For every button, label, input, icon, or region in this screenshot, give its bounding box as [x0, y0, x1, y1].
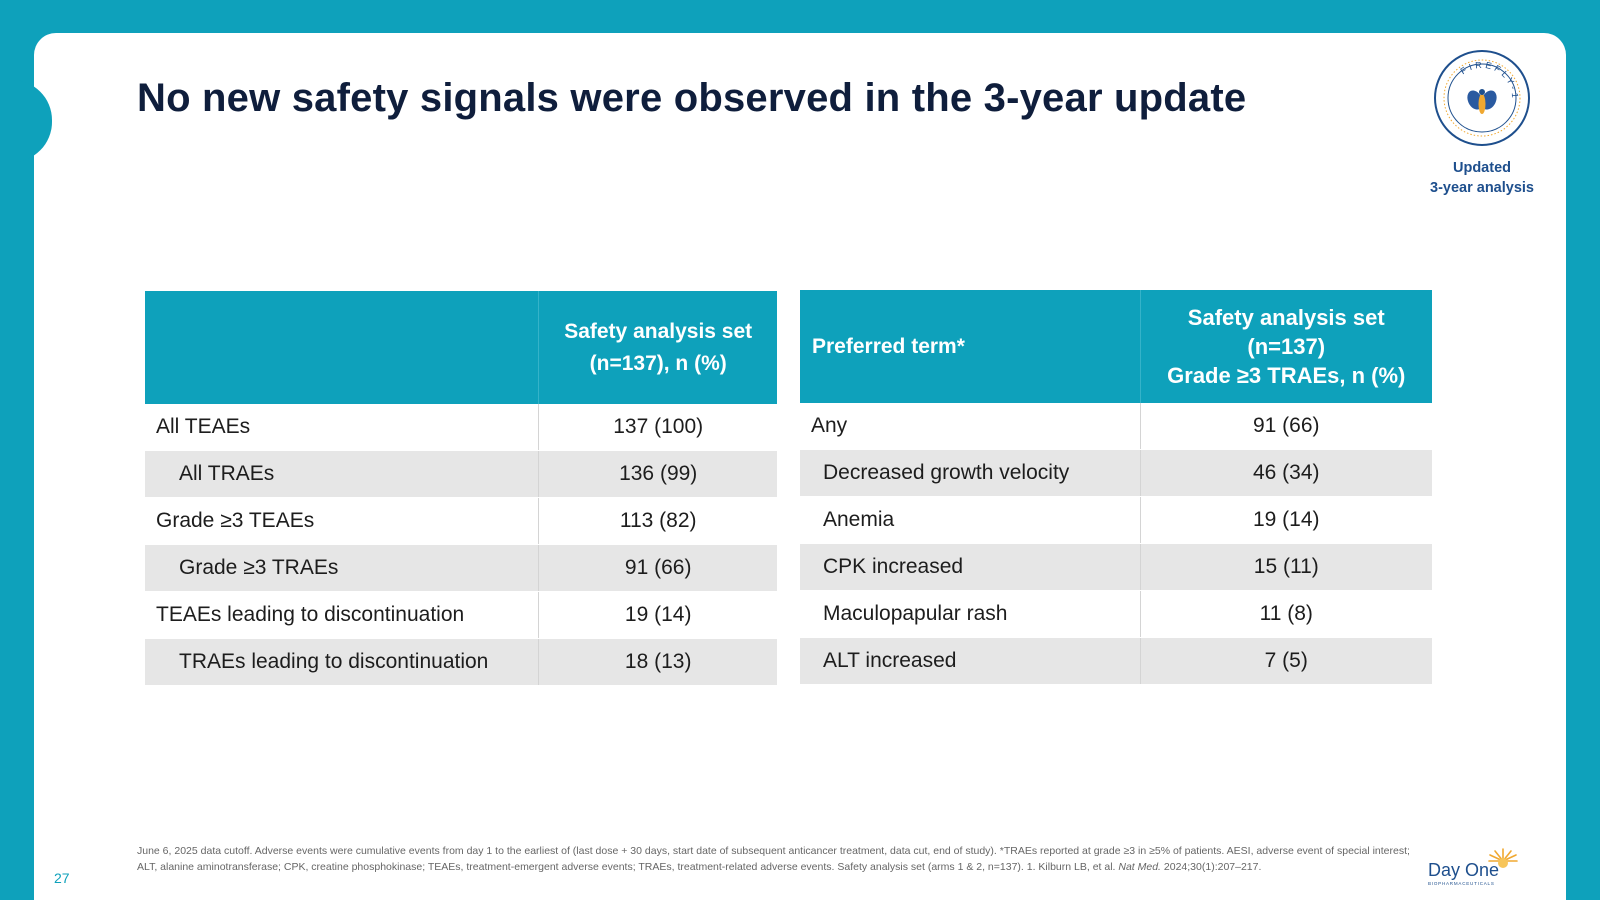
row-value: 137 (100): [538, 404, 777, 451]
firefly-badge: FIREFLY-1 Updated 3-year analysis: [1420, 48, 1544, 198]
header-label-cell: [145, 291, 539, 404]
footnote: June 6, 2025 data cutoff. Adverse events…: [137, 843, 1419, 875]
row-label: Maculopapular rash: [800, 590, 1141, 638]
footnote-journal: Nat Med.: [1118, 861, 1161, 873]
row-label: All TEAEs: [145, 404, 539, 451]
row-value: 113 (82): [538, 497, 777, 545]
table-row: Grade ≥3 TEAEs 113 (82): [145, 497, 777, 545]
row-value: 11 (8): [1139, 590, 1432, 638]
header-line: Grade ≥3 TRAEs, n (%): [1167, 363, 1406, 388]
table-header-row: Safety analysis set (n=137), n (%): [145, 291, 777, 404]
table-row: Anemia 19 (14): [800, 496, 1432, 544]
sun-logo-icon: [1488, 848, 1518, 868]
row-value: 19 (14): [1139, 496, 1432, 544]
row-value: 18 (13): [538, 638, 777, 686]
table-row: ALT increased 7 (5): [800, 637, 1432, 685]
badge-line-2: 3-year analysis: [1430, 180, 1534, 196]
grade3-traes-table: Preferred term* Safety analysis set (n=1…: [800, 290, 1432, 685]
table-row: Decreased growth velocity 46 (34): [800, 449, 1432, 497]
table-row: Grade ≥3 TRAEs 91 (66): [145, 544, 777, 592]
firefly-logo-icon: FIREFLY-1: [1434, 50, 1530, 146]
table-row: All TEAEs 137 (100): [145, 404, 777, 451]
header-value-cell: Safety analysis set (n=137) Grade ≥3 TRA…: [1139, 290, 1432, 403]
table-row: Any 91 (66): [800, 403, 1432, 450]
row-label: Anemia: [800, 496, 1141, 544]
row-value: 19 (14): [538, 591, 777, 639]
row-label: ALT increased: [800, 637, 1141, 685]
row-value: 46 (34): [1139, 449, 1432, 497]
table-row: CPK increased 15 (11): [800, 543, 1432, 591]
badge-line-1: Updated: [1453, 160, 1511, 176]
table-header-row: Preferred term* Safety analysis set (n=1…: [800, 290, 1432, 403]
company-logo-subtext: BIOPHARMACEUTICALS: [1428, 881, 1495, 886]
row-label: TRAEs leading to discontinuation: [145, 638, 539, 686]
row-label: TEAEs leading to discontinuation: [145, 591, 539, 639]
header-line: Safety analysis set: [1187, 305, 1385, 330]
row-label: All TRAEs: [145, 450, 539, 498]
overall-safety-table: Safety analysis set (n=137), n (%) All T…: [145, 291, 777, 686]
page-number: 27: [54, 870, 70, 886]
table-row: All TRAEs 136 (99): [145, 450, 777, 498]
row-value: 15 (11): [1139, 543, 1432, 591]
row-value: 91 (66): [1139, 403, 1432, 450]
row-value: 136 (99): [538, 450, 777, 498]
footnote-citation: 2024;30(1):207–217.: [1160, 861, 1262, 873]
row-label: Grade ≥3 TRAEs: [145, 544, 539, 592]
table-row: TEAEs leading to discontinuation 19 (14): [145, 591, 777, 639]
row-value: 91 (66): [538, 544, 777, 592]
header-value-cell: Safety analysis set (n=137), n (%): [538, 291, 777, 404]
company-logo-text: Day One: [1428, 860, 1500, 880]
header-line: (n=137): [1247, 334, 1326, 359]
page-title: No new safety signals were observed in t…: [137, 76, 1247, 120]
row-label: CPK increased: [800, 543, 1141, 591]
row-value: 7 (5): [1139, 637, 1432, 685]
table-row: Maculopapular rash 11 (8): [800, 590, 1432, 638]
row-label: Decreased growth velocity: [800, 449, 1141, 497]
row-label: Grade ≥3 TEAEs: [145, 497, 539, 545]
header-label-cell: Preferred term*: [800, 290, 1141, 403]
row-label: Any: [800, 403, 1141, 450]
table-row: TRAEs leading to discontinuation 18 (13): [145, 638, 777, 686]
footnote-text: June 6, 2025 data cutoff. Adverse events…: [137, 845, 1410, 873]
